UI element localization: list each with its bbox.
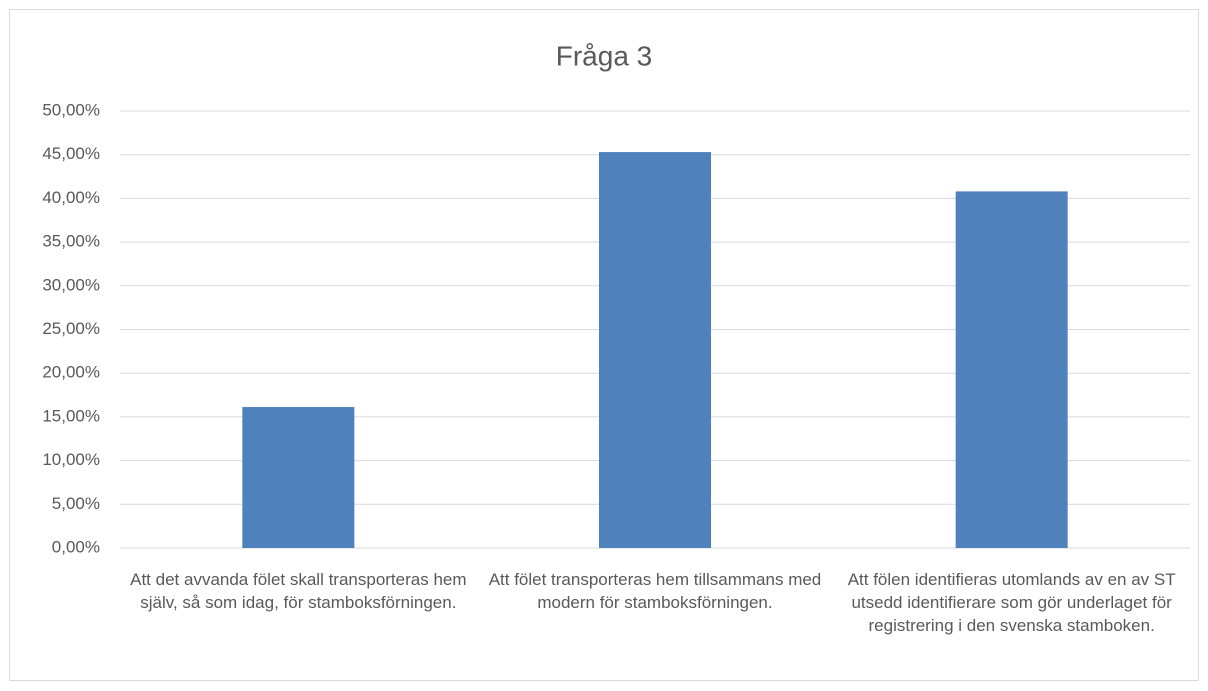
y-tick-label: 35,00% — [42, 232, 100, 251]
y-tick-label: 40,00% — [42, 188, 100, 207]
y-tick-label: 45,00% — [42, 144, 100, 163]
y-tick-label: 15,00% — [42, 406, 100, 425]
chart-title: Fråga 3 — [556, 40, 653, 71]
x-tick-label: Att det avvanda fölet skall transportera… — [130, 570, 467, 612]
x-tick-label: Att fölen identifieras utomlands av en a… — [847, 570, 1176, 635]
y-tick-label: 20,00% — [42, 363, 100, 382]
y-tick-label: 50,00% — [42, 100, 100, 119]
bar — [955, 191, 1068, 548]
y-tick-label: 25,00% — [42, 319, 100, 338]
y-tick-label: 10,00% — [42, 450, 100, 469]
y-tick-label: 30,00% — [42, 275, 100, 294]
y-tick-label: 5,00% — [52, 494, 100, 513]
x-tick-label: Att fölet transporteras hem tillsammans … — [488, 570, 822, 612]
bar — [599, 152, 711, 548]
bar — [242, 407, 355, 548]
y-tick-label: 0,00% — [52, 537, 100, 556]
